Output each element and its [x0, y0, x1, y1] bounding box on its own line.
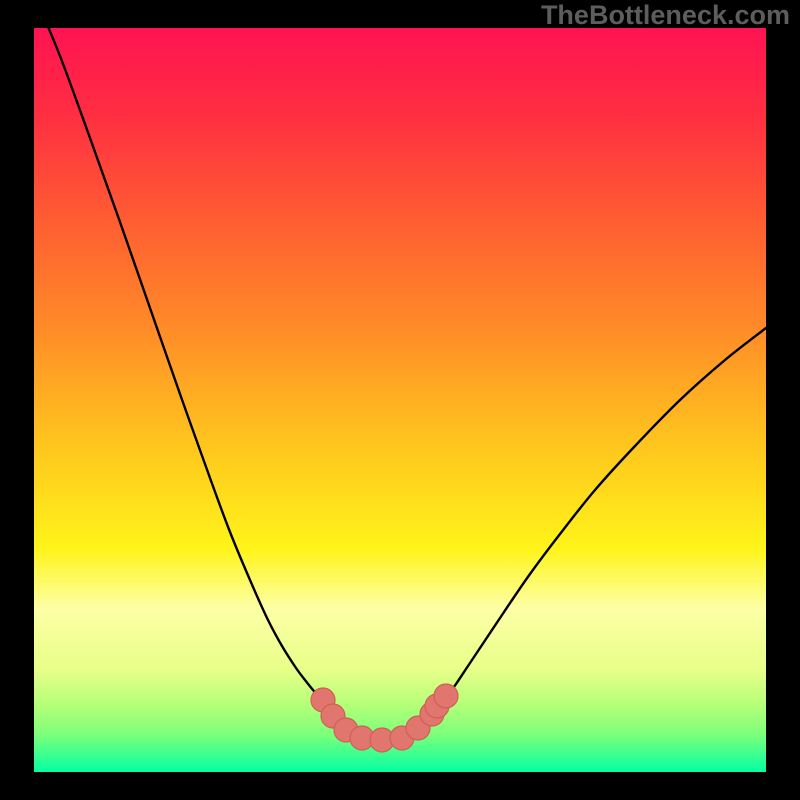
bottleneck-curve-chart — [0, 0, 800, 800]
watermark-text: TheBottleneck.com — [541, 0, 790, 31]
chart-container: TheBottleneck.com — [0, 0, 800, 800]
data-marker — [434, 684, 458, 708]
plot-area — [34, 28, 766, 772]
